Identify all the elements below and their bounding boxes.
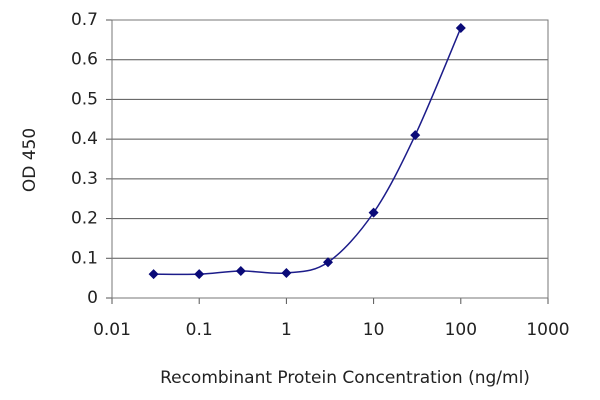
marker — [368, 207, 379, 218]
curve — [153, 27, 462, 276]
y-axis-label: OD 450 — [20, 128, 40, 192]
plot-frame — [111, 19, 549, 299]
marker — [455, 22, 466, 33]
marker — [194, 269, 205, 280]
marker — [148, 269, 159, 280]
marker — [281, 267, 292, 278]
x-tick-label: 1 — [281, 320, 292, 340]
marker — [410, 130, 421, 141]
x-tick-label: 10 — [363, 320, 385, 340]
marker — [323, 257, 334, 268]
y-tick-label: 0.7 — [71, 10, 98, 30]
y-tick-label: 0.2 — [71, 209, 98, 229]
y-tick-label: 0.4 — [71, 129, 98, 149]
x-axis-label: Recombinant Protein Concentration (ng/ml… — [160, 368, 530, 388]
x-tick-label: 100 — [445, 320, 477, 340]
y-tick-label: 0.5 — [71, 89, 98, 109]
marker — [235, 265, 246, 276]
y-tick-label: 0.6 — [71, 50, 98, 70]
y-tick-label: 0.1 — [71, 248, 98, 268]
x-tick-label: 1000 — [526, 320, 569, 340]
x-tick-label: 0.01 — [93, 320, 131, 340]
y-tick-label: 0.3 — [71, 169, 98, 189]
x-tick-label: 0.1 — [186, 320, 213, 340]
y-tick-label: 0 — [87, 288, 98, 308]
